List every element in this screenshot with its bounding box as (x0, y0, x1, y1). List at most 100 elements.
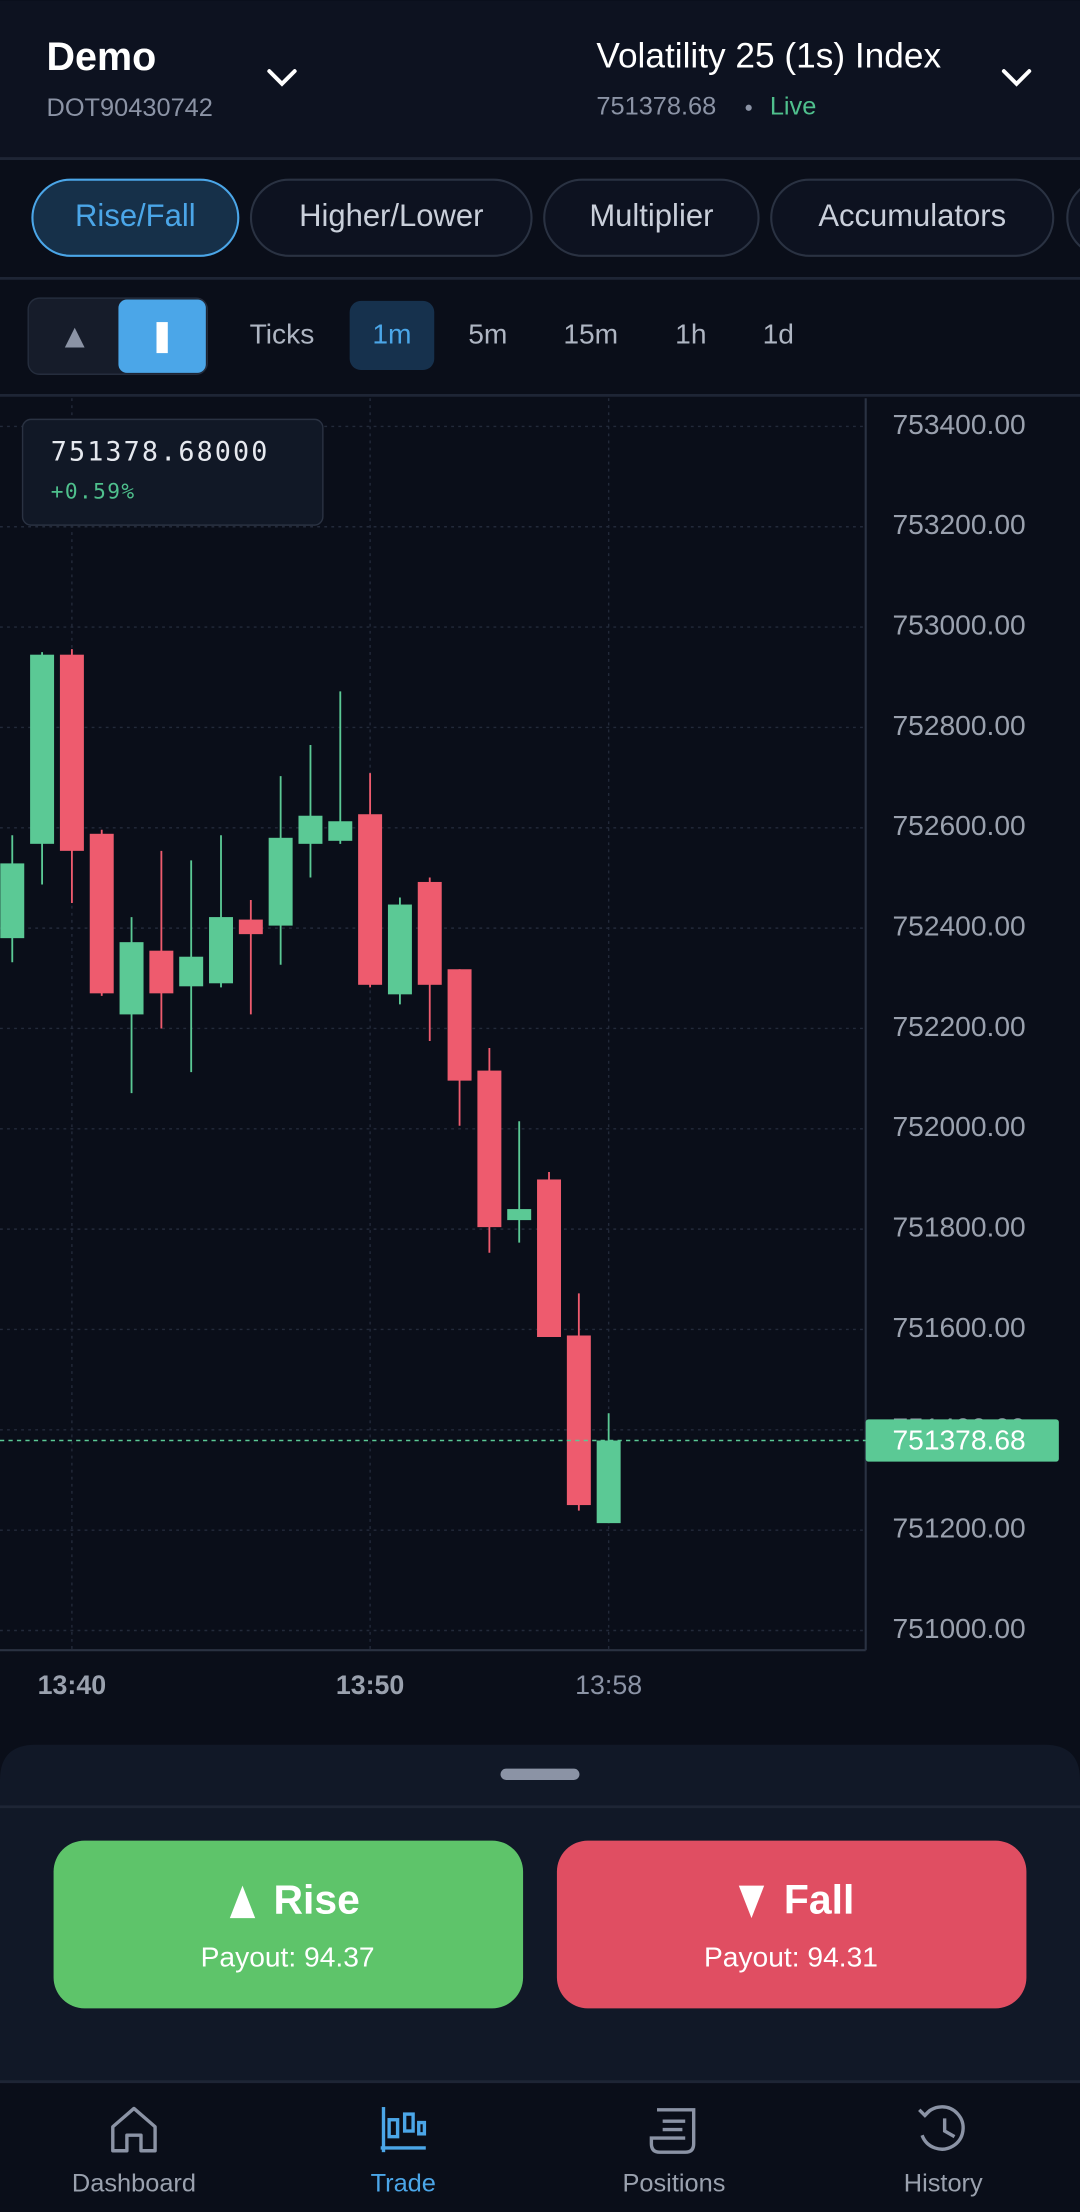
chart-type-toggle[interactable] (27, 297, 208, 375)
bottom-nav: Dashboard Trade Positions History (72, 2105, 983, 2197)
candle-body (89, 833, 114, 994)
timeframe-label: Ticks (250, 318, 315, 350)
info-box: 751378.68000 +0.59% (21, 418, 324, 526)
account-name: Demo (47, 35, 157, 79)
tab[interactable]: Multiplier (543, 178, 760, 257)
sheet-handle[interactable] (500, 1768, 580, 1780)
candle-body (59, 654, 84, 851)
candle-body (0, 863, 25, 939)
y-tick-label: 752200.00 (892, 1010, 1025, 1042)
y-tick-label: 753000.00 (892, 609, 1025, 641)
dashboard-icon (111, 2106, 157, 2153)
rise-label: Rise (274, 1876, 360, 1922)
y-tick-label: 751800.00 (892, 1211, 1025, 1243)
candle-body (209, 917, 233, 984)
timeframe[interactable]: Ticks (250, 318, 315, 350)
tab-pill (543, 178, 760, 257)
timeframe[interactable]: 1m (349, 300, 435, 371)
up-triangle (229, 1885, 256, 1919)
x-tick-label: 13:58 (575, 1670, 642, 1700)
candles (0, 649, 621, 1524)
info-price: 751378.68000 (51, 437, 270, 468)
symbol-price: 751378.68 (596, 92, 716, 120)
timeframe-active-bg (349, 300, 435, 371)
rise-button-bg (53, 1840, 524, 2009)
account-selector[interactable]: Demo DOT90430742 (47, 35, 297, 122)
fall-button-bg (556, 1840, 1027, 2009)
candle-body (447, 969, 472, 1081)
nav-label: History (904, 2169, 983, 2197)
tab-pill (249, 178, 533, 257)
trade-icon (380, 2107, 427, 2153)
tab[interactable]: Rise/Fall (31, 178, 240, 257)
candle-body (238, 919, 263, 935)
candle-icon (156, 322, 168, 354)
chevron (1001, 69, 1032, 87)
area-icon (64, 327, 85, 348)
rise-payout: Payout: 94.37 (201, 1940, 375, 1972)
chevron (267, 69, 297, 87)
candle-body (328, 821, 353, 841)
live-status: Live (770, 92, 817, 120)
tab-pill (770, 178, 1055, 257)
nav-label: Trade (371, 2169, 436, 2197)
timeframe[interactable]: 1h (675, 318, 706, 350)
candle-body (537, 1179, 562, 1337)
timeframe[interactable]: 1d (763, 318, 794, 350)
history-icon (918, 2105, 965, 2151)
timeframe[interactable]: 5m (468, 318, 507, 350)
positions-icon (649, 2108, 696, 2154)
tab-pill (31, 178, 240, 257)
candle-body (149, 950, 174, 994)
tab-pill-partial[interactable] (1066, 180, 1080, 256)
tab-label: Multiplier (589, 198, 713, 233)
timeframe-label: 15m (563, 318, 618, 350)
y-tick-label: 751000.00 (892, 1612, 1025, 1644)
tab-label: Accumulators (818, 198, 1006, 233)
candle-body (507, 1209, 532, 1221)
header-bar (0, 0, 1080, 159)
candle-body (268, 837, 293, 926)
x-tick-label: 13:50 (336, 1670, 404, 1700)
timeframe-label: 1d (763, 318, 794, 350)
tab-label: Higher/Lower (299, 198, 483, 233)
y-tick-label: 751200.00 (892, 1512, 1025, 1544)
candle-body (358, 814, 383, 985)
info-change: +0.59% (51, 479, 136, 504)
dot (745, 104, 752, 111)
info-box-frame (21, 418, 324, 526)
timeframe-label: 5m (468, 318, 507, 350)
rise-button[interactable]: Rise Payout: 94.37 (53, 1840, 524, 2009)
candle-body (298, 815, 323, 844)
x-tick-label: 13:40 (38, 1670, 106, 1700)
y-tick-label: 752400.00 (892, 910, 1025, 942)
timeframe-label: 1h (675, 318, 706, 350)
down-triangle (738, 1885, 765, 1919)
timeframe[interactable]: 15m (563, 318, 618, 350)
candle-body (179, 956, 204, 987)
candle-body (477, 1070, 502, 1228)
tab[interactable]: Higher/Lower (249, 178, 533, 257)
contract-tabs: Rise/Fall Higher/Lower Multiplier Accumulat… (31, 178, 1080, 257)
last-price-label: 751378.68 (892, 1423, 1025, 1455)
tab[interactable]: Accumulators (770, 178, 1055, 257)
y-tick-label: 752000.00 (892, 1110, 1025, 1142)
timeframes: Ticks 1m 5m 15m 1h 1d (250, 300, 794, 371)
y-tick-label: 753400.00 (892, 408, 1025, 440)
y-tick-label: 753200.00 (892, 508, 1025, 540)
y-tick-label: 751600.00 (892, 1311, 1025, 1343)
candle-body (119, 942, 144, 1015)
symbol-selector[interactable]: Volatility 25 (1s) Index 751378.68 Live (596, 37, 1032, 121)
symbol-name: Volatility 25 (1s) Index (596, 37, 941, 76)
nav-label: Positions (622, 2169, 725, 2197)
candle-body (30, 654, 55, 844)
account-id: DOT90430742 (47, 94, 213, 122)
y-tick-label: 752600.00 (892, 809, 1025, 841)
tab-label: Rise/Fall (75, 198, 196, 233)
y-tick-label: 752800.00 (892, 709, 1025, 741)
fall-label: Fall (784, 1876, 854, 1922)
nav-label: Dashboard (72, 2169, 196, 2197)
fall-button[interactable]: Fall Payout: 94.31 (556, 1840, 1027, 2009)
candle-body (387, 904, 412, 995)
